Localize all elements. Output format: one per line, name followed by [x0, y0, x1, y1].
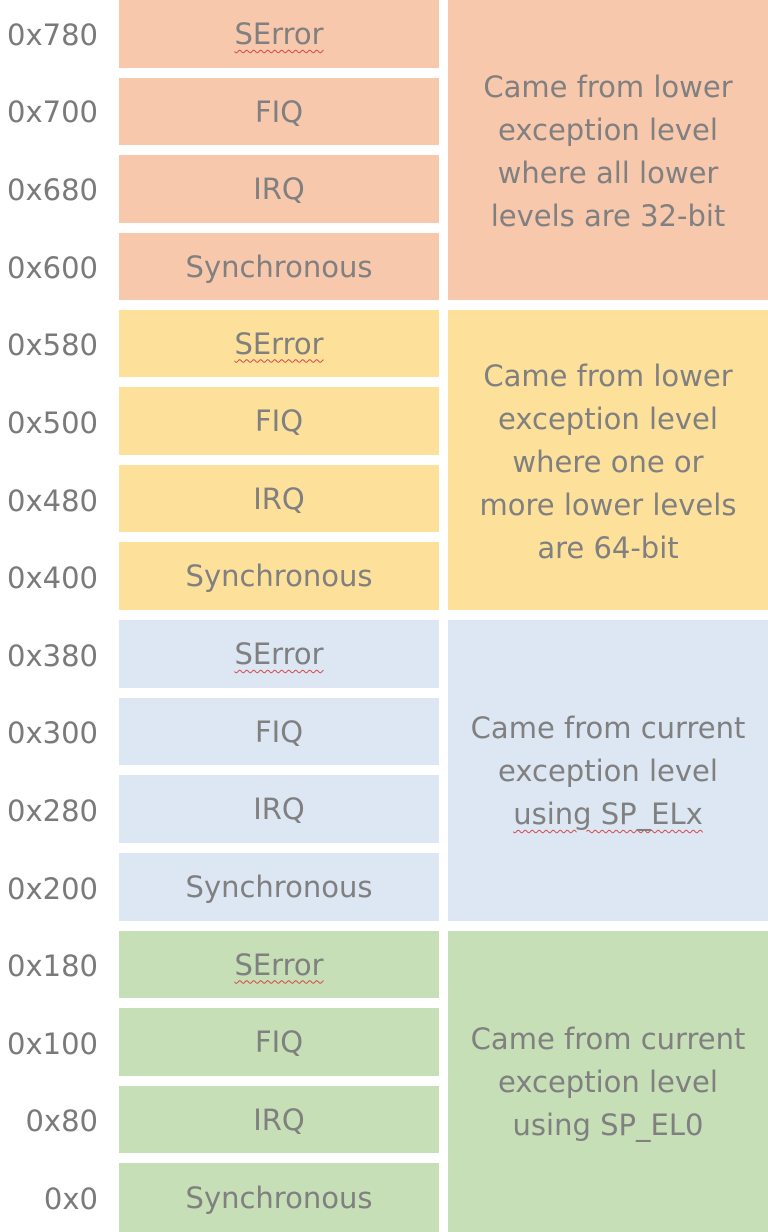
offset-label: 0x400	[7, 561, 98, 595]
description-line: where one or	[512, 445, 704, 479]
group-description: Came from lower exception level where al…	[448, 0, 768, 300]
offset-label: 0x480	[7, 484, 98, 518]
offset-label: 0x280	[7, 794, 98, 828]
offset-label: 0x180	[7, 949, 98, 983]
offset-label: 0x200	[7, 872, 98, 906]
entry-label: IRQ	[253, 792, 305, 826]
vector-entry-serror: SError	[119, 0, 439, 68]
vector-entry-fiq: FIQ	[119, 698, 439, 765]
vector-entry-synchronous: Synchronous	[119, 853, 439, 921]
offset-label: 0x680	[7, 173, 98, 207]
vector-entry-fiq: FIQ	[119, 78, 439, 145]
vector-entry-irq: IRQ	[119, 465, 439, 532]
vector-entry-irq: IRQ	[119, 155, 439, 223]
entry-label: SError	[234, 637, 324, 671]
description-line: exception level	[498, 1065, 718, 1099]
vector-entry-synchronous: Synchronous	[119, 1163, 439, 1232]
offset-label: 0x500	[7, 406, 98, 440]
description-line: Came from lower	[483, 70, 733, 104]
offset-label: 0x0	[43, 1182, 98, 1216]
offset-label: 0x600	[7, 251, 98, 285]
description-line: exception level	[498, 113, 718, 147]
entry-label: FIQ	[254, 1025, 304, 1059]
entry-label: Synchronous	[185, 249, 373, 284]
description-line: exception level	[498, 754, 718, 788]
vector-entry-synchronous: Synchronous	[119, 542, 439, 610]
vector-entry-serror: SError	[119, 620, 439, 688]
entry-label: FIQ	[254, 714, 304, 749]
description-line: are 64-bit	[537, 531, 679, 565]
group-description: Came from current exception level using …	[448, 620, 768, 921]
vector-entry-fiq: FIQ	[119, 387, 439, 455]
entry-label: FIQ	[254, 404, 304, 438]
vector-entry-irq: IRQ	[119, 1086, 439, 1153]
offset-label: 0x380	[7, 639, 98, 673]
description-line: Came from current	[470, 711, 746, 745]
description-line: exception level	[498, 402, 718, 436]
vector-entry-serror: SError	[119, 931, 439, 998]
entry-label: SError	[234, 17, 324, 51]
entry-label: IRQ	[253, 1102, 305, 1137]
description-line: using SP_ELx	[513, 797, 703, 831]
entry-label: Synchronous	[185, 559, 373, 593]
offset-label: 0x100	[7, 1027, 98, 1061]
entry-label: IRQ	[253, 172, 305, 206]
description-line: where all lower	[497, 156, 719, 190]
offset-label: 0x80	[25, 1104, 98, 1138]
description-line: using SP_EL0	[512, 1108, 704, 1142]
entry-label: SError	[234, 326, 324, 361]
offset-label: 0x700	[7, 95, 98, 129]
vector-entry-synchronous: Synchronous	[119, 233, 439, 300]
description-line: Came from current	[470, 1022, 746, 1056]
vector-entry-irq: IRQ	[119, 775, 439, 843]
vector-entry-fiq: FIQ	[119, 1008, 439, 1076]
entry-label: Synchronous	[185, 870, 373, 904]
offset-label: 0x300	[7, 716, 98, 750]
description-line: Came from lower	[483, 359, 733, 393]
vector-entry-serror: SError	[119, 310, 439, 377]
entry-label: SError	[234, 947, 324, 982]
group-description: Came from lower exception level where on…	[448, 310, 768, 610]
entry-label: FIQ	[254, 94, 304, 129]
entry-label: Synchronous	[185, 1180, 373, 1215]
offset-label: 0x780	[7, 18, 98, 52]
entry-label: IRQ	[253, 481, 305, 516]
offset-label: 0x580	[7, 328, 98, 362]
description-line: levels are 32-bit	[490, 199, 726, 233]
description-line: more lower levels	[479, 488, 737, 522]
group-description: Came from current exception level using …	[448, 931, 768, 1232]
